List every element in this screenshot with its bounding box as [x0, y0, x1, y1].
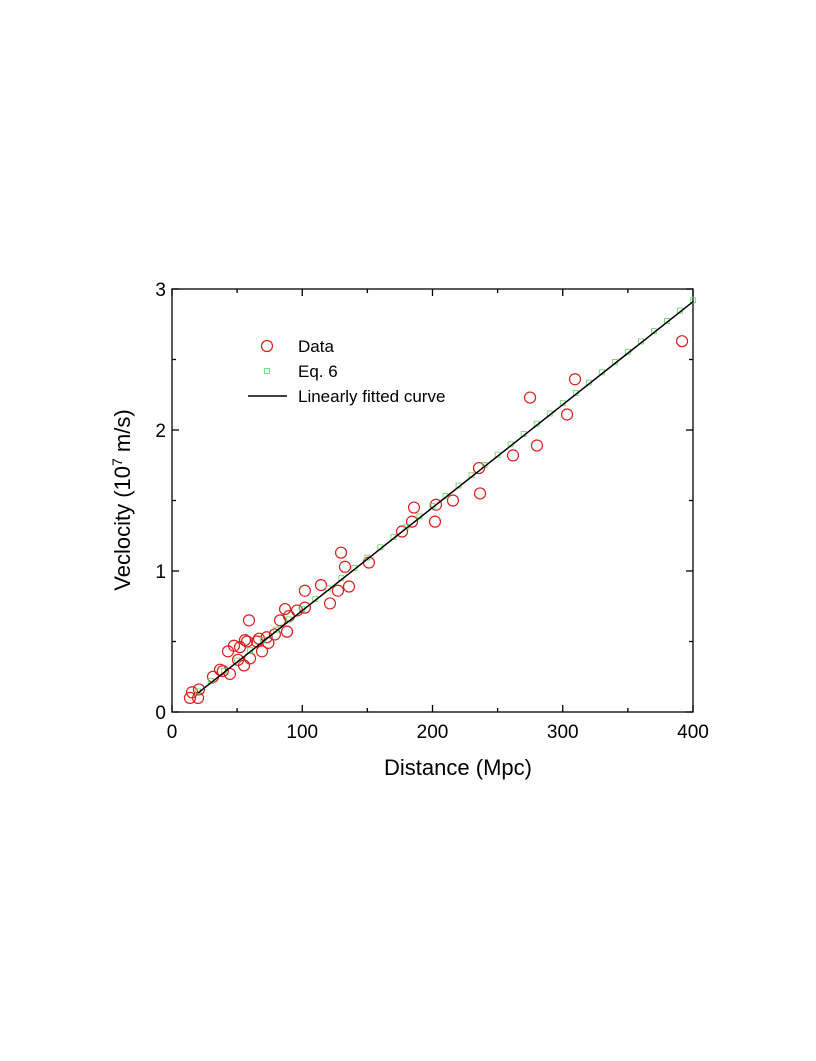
data-point: [268, 628, 281, 641]
data-point: [323, 597, 337, 610]
y-axis-label-part: Veclocity (10: [110, 466, 135, 591]
data-point: [183, 691, 197, 705]
data-point: [216, 665, 229, 678]
data-point: [428, 515, 442, 528]
data-point: [473, 487, 487, 500]
legend-label: Data: [298, 337, 334, 356]
data-point: [506, 449, 520, 462]
legend-marker: [260, 339, 274, 353]
legend-marker: [264, 368, 270, 374]
y-axis-label-sup: 7: [109, 458, 125, 466]
data-point: [314, 578, 328, 592]
data-point: [407, 501, 421, 514]
x-tick-label: 400: [677, 722, 709, 743]
data-point: [238, 633, 252, 647]
y-tick-label: 1: [155, 562, 166, 583]
data-point: [560, 408, 574, 421]
data-point: [342, 580, 356, 593]
data-point: [242, 614, 256, 627]
data-point: [331, 584, 345, 597]
data-point: [530, 439, 544, 452]
eq-point: [690, 297, 696, 304]
y-axis-label: Veclocity (107 m/s): [109, 409, 135, 590]
data-point: [446, 494, 460, 507]
data-point: [192, 683, 206, 696]
x-tick-label: 0: [167, 722, 178, 743]
data-point: [334, 546, 348, 559]
y-tick-label: 0: [155, 703, 166, 724]
x-tick-label: 300: [547, 722, 579, 743]
y-axis-label-part: m/s): [110, 409, 135, 458]
data-point: [278, 602, 292, 616]
x-tick-label: 100: [286, 722, 318, 743]
data-point: [227, 639, 241, 652]
data-point: [568, 373, 582, 386]
data-point: [240, 635, 254, 648]
x-tick-label: 200: [417, 722, 449, 743]
legend-label: Eq. 6: [298, 362, 338, 381]
data-point: [675, 335, 689, 348]
data-point: [523, 391, 537, 404]
data-point: [405, 515, 419, 528]
legend-label: Linearly fitted curve: [298, 387, 445, 406]
data-point: [255, 645, 269, 658]
y-tick-label: 2: [155, 421, 166, 442]
fit-line: [197, 301, 694, 694]
y-tick-label: 3: [155, 280, 166, 301]
data-point: [472, 461, 486, 475]
data-point: [395, 525, 409, 538]
x-axis-label: Distance (Mpc): [384, 755, 532, 780]
data-point: [237, 659, 251, 672]
data-point: [429, 498, 443, 511]
data-point: [280, 625, 294, 638]
data-point: [298, 584, 311, 597]
data-point: [338, 560, 352, 573]
